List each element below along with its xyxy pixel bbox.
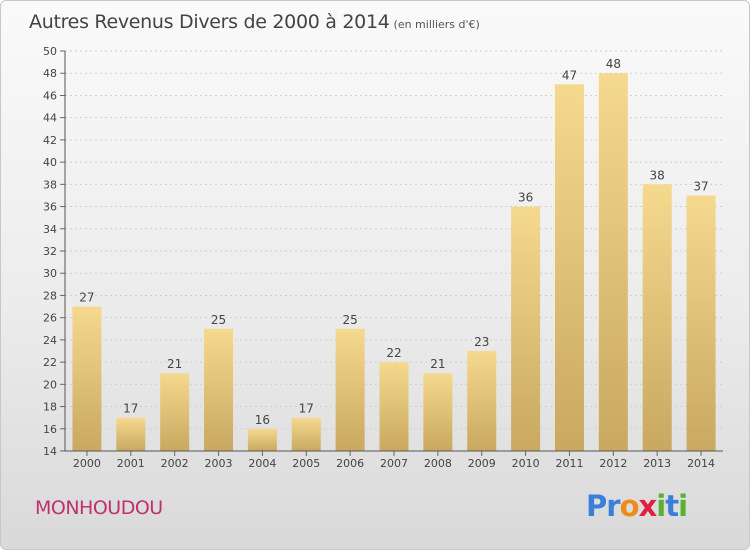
x-tick-label: 2001	[117, 457, 145, 470]
value-label: 23	[474, 335, 489, 349]
y-tick-label: 36	[43, 201, 57, 214]
value-label: 22	[386, 346, 401, 360]
y-tick-label: 20	[43, 378, 57, 391]
y-tick-label: 14	[43, 445, 57, 458]
value-label: 21	[430, 357, 445, 371]
y-tick-label: 28	[43, 289, 57, 302]
x-tick-label: 2014	[687, 457, 715, 470]
y-tick-label: 18	[43, 401, 57, 414]
bar-2001	[116, 417, 146, 451]
bar-2003	[204, 328, 234, 451]
value-label: 17	[299, 402, 314, 416]
y-tick-label: 26	[43, 312, 57, 325]
value-label: 36	[518, 191, 533, 205]
value-label: 16	[255, 413, 270, 427]
y-tick-label: 42	[43, 134, 57, 147]
chart-title: Autres Revenus Divers de 2000 à 2014 (en …	[29, 11, 480, 33]
y-tick-label: 40	[43, 156, 57, 169]
value-label: 38	[650, 168, 665, 182]
x-tick-label: 2011	[555, 457, 583, 470]
value-label: 27	[79, 291, 94, 305]
value-label: 21	[167, 357, 182, 371]
bar-2004	[247, 428, 277, 451]
y-tick-label: 50	[43, 45, 57, 58]
town-name: MONHOUDOU	[35, 497, 163, 519]
value-label: 17	[123, 402, 138, 416]
y-tick-label: 44	[43, 112, 57, 125]
logo-letter: i	[656, 489, 666, 523]
x-tick-label: 2005	[292, 457, 320, 470]
x-tick-label: 2006	[336, 457, 364, 470]
bar-2011	[554, 84, 584, 451]
x-tick-label: 2010	[512, 457, 540, 470]
y-tick-label: 16	[43, 423, 57, 436]
logo-letter: P	[586, 489, 607, 523]
bar-2012	[598, 73, 628, 451]
y-tick-label: 34	[43, 223, 57, 236]
value-label: 37	[693, 179, 708, 193]
y-tick-label: 22	[43, 356, 57, 369]
bar-2014	[686, 195, 716, 451]
x-tick-label: 2013	[643, 457, 671, 470]
value-label: 47	[562, 68, 577, 82]
x-tick-label: 2002	[161, 457, 189, 470]
y-tick-label: 30	[43, 267, 57, 280]
y-tick-label: 32	[43, 245, 57, 258]
logo-letter: r	[606, 489, 620, 523]
x-tick-label: 2012	[599, 457, 627, 470]
logo-letter: o	[619, 489, 640, 523]
logo-letter: t	[665, 489, 679, 523]
y-tick-label: 24	[43, 334, 57, 347]
bar-2005	[291, 417, 321, 451]
bar-2006	[335, 328, 365, 451]
x-tick-label: 2004	[248, 457, 276, 470]
x-tick-label: 2008	[424, 457, 452, 470]
value-label: 25	[342, 313, 357, 327]
bar-2008	[423, 373, 453, 451]
y-tick-label: 46	[43, 89, 57, 102]
x-tick-label: 2000	[73, 457, 101, 470]
x-tick-label: 2009	[468, 457, 496, 470]
y-tick-label: 48	[43, 67, 57, 80]
chart-unit: (en milliers d'€)	[393, 18, 480, 31]
bar-2002	[160, 373, 190, 451]
value-label: 25	[211, 313, 226, 327]
logo-letter: i	[678, 489, 688, 523]
bar-2013	[642, 184, 672, 452]
proxiti-logo: Proxiti	[586, 489, 688, 523]
value-label: 48	[606, 57, 621, 71]
bar-2010	[511, 206, 541, 451]
y-tick-label: 38	[43, 178, 57, 191]
x-tick-label: 2003	[205, 457, 233, 470]
logo-letter: x	[638, 489, 658, 523]
x-tick-label: 2007	[380, 457, 408, 470]
bar-2007	[379, 362, 409, 451]
chart-title-text: Autres Revenus Divers de 2000 à 2014	[29, 11, 390, 33]
bar-2000	[72, 306, 102, 451]
bar-2009	[467, 351, 497, 451]
